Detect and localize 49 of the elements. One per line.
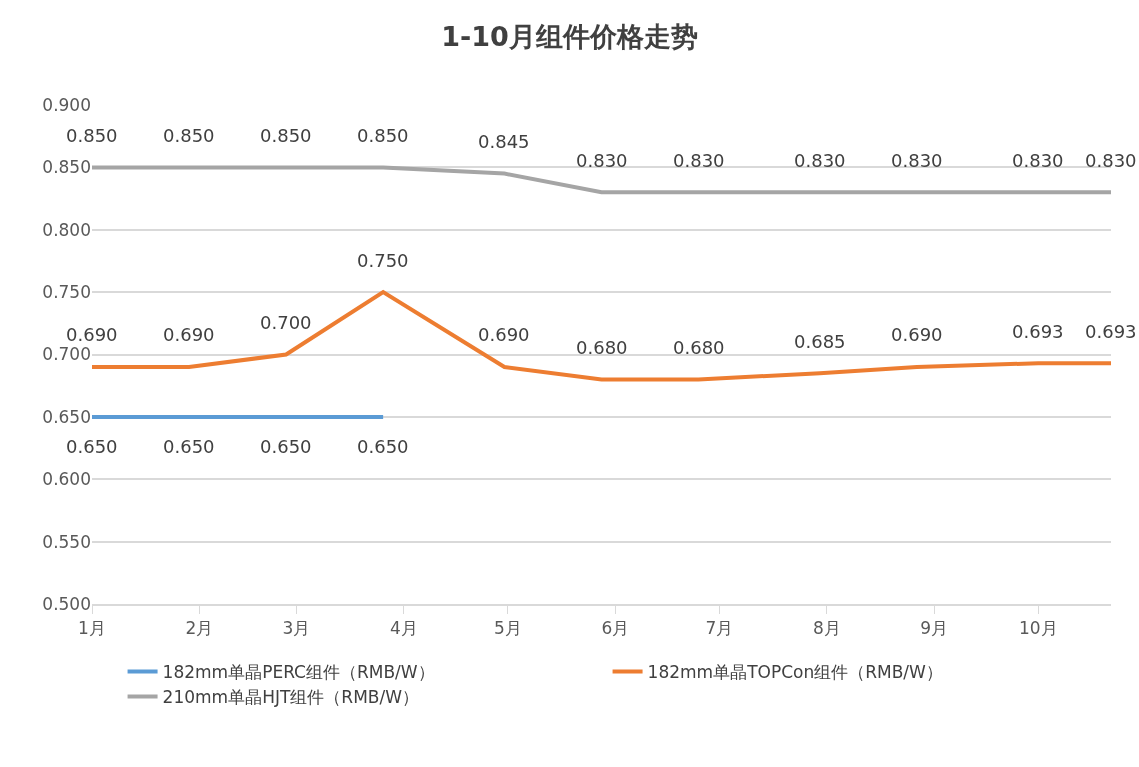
y-tick-label: 0.550: [42, 531, 91, 552]
data-label: 0.850: [260, 125, 312, 146]
y-tick-label: 0.900: [42, 94, 91, 115]
data-label: 0.830: [891, 150, 943, 171]
x-tick-label: 3月: [282, 618, 311, 639]
data-label: 0.830: [1012, 150, 1064, 171]
x-tick-label: 9月: [920, 618, 949, 639]
x-tick-label: 2月: [185, 618, 214, 639]
chart-title: 1-10月组件价格走势: [441, 20, 698, 52]
data-label: 0.850: [163, 125, 215, 146]
data-label: 0.830: [673, 150, 725, 171]
y-tick-label: 0.500: [42, 593, 91, 614]
y-tick-label: 0.700: [42, 344, 91, 365]
x-tick-label: 6月: [601, 618, 630, 639]
data-label: 0.850: [357, 125, 409, 146]
data-label: 0.650: [66, 436, 118, 457]
data-label: 0.685: [794, 331, 846, 352]
data-label: 0.680: [576, 337, 628, 358]
x-tick-label: 8月: [812, 618, 841, 639]
x-tick-label: 5月: [494, 618, 522, 639]
legend-label: 182mm单晶TOPCon组件（RMB/W）: [647, 662, 943, 683]
data-label: 0.650: [163, 436, 215, 457]
data-label: 0.693: [1012, 321, 1064, 342]
data-label: 0.845: [478, 131, 530, 152]
x-tick-label: 4月: [390, 618, 418, 639]
y-tick-label: 0.600: [42, 469, 91, 490]
data-label: 0.850: [66, 125, 118, 146]
data-label: 0.650: [260, 436, 312, 457]
data-label: 0.700: [260, 312, 312, 333]
data-label: 0.693: [1085, 321, 1137, 342]
x-tick-label: 1月: [78, 618, 106, 639]
legend-label: 210mm单晶HJT组件（RMB/W）: [162, 687, 420, 708]
y-tick-label: 0.850: [42, 157, 91, 178]
data-label: 0.830: [794, 150, 846, 171]
data-label: 0.690: [163, 324, 215, 345]
y-tick-label: 0.750: [42, 282, 91, 303]
data-label: 0.690: [478, 324, 530, 345]
data-label: 0.690: [891, 324, 943, 345]
y-tick-label: 0.650: [42, 406, 91, 427]
y-tick-label: 0.800: [42, 219, 91, 240]
data-label: 0.690: [66, 324, 118, 345]
data-label: 0.830: [1085, 150, 1137, 171]
data-label: 0.680: [673, 337, 725, 358]
legend-label: 182mm单晶PERC组件（RMB/W）: [162, 662, 435, 683]
x-tick-label: 7月: [705, 618, 734, 639]
data-label: 0.750: [357, 250, 409, 271]
data-label: 0.830: [576, 150, 628, 171]
x-tick-label: 10月: [1018, 618, 1058, 639]
data-label: 0.650: [357, 436, 409, 457]
